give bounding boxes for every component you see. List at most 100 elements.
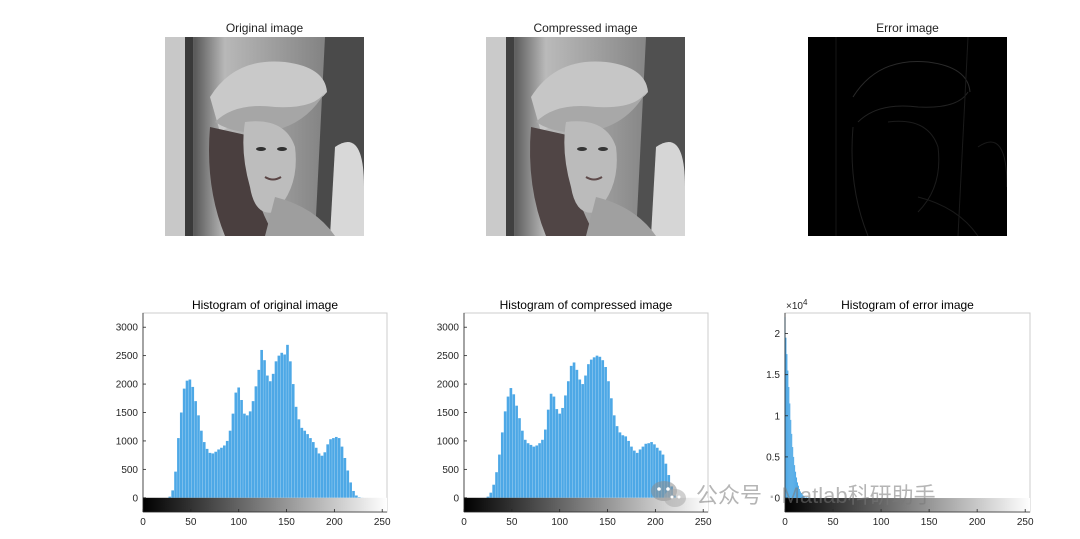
histogram-bar [205,448,209,498]
x-tick-label: 150 [278,517,295,528]
histogram-bar [618,432,622,498]
histogram-bar [268,381,272,498]
histogram-bar [653,444,656,498]
histogram-bar [546,409,550,498]
histogram-bar [254,386,258,498]
histogram-bar [182,388,186,498]
histogram-bar [337,438,341,498]
histogram-bar [601,360,605,498]
x-tick-label: 200 [647,517,664,528]
y-tick-label: 2500 [437,351,460,362]
portrait-image-compressed [486,37,685,236]
y-tick-label: 500 [121,465,138,476]
histogram-bar [243,413,246,498]
histogram-bar [529,444,533,498]
y-tick-label: 1500 [437,408,460,419]
histogram-bar [598,356,602,498]
axes-box [784,312,1031,513]
histogram-bar [306,434,309,498]
gray-colorbar [785,498,1030,512]
histogram-bar [558,413,562,498]
histogram-bar [223,445,226,498]
histogram-bar [796,477,798,499]
histogram-bar [280,352,284,498]
histogram-bar [526,443,530,498]
histogram-bar [788,387,790,499]
histogram-bar [785,337,787,499]
histogram-bar [277,355,281,498]
histogram-chart-1: 0 500 1000 1500 2000 2500 3000 0 50 100 150 200 250 H… [437,298,712,528]
histogram-bar [630,446,633,498]
histogram-bar [607,381,610,498]
y-exponent-power: 4 [803,298,808,307]
histogram-bar [572,362,576,498]
histogram-bar [317,453,321,498]
histogram-bar [323,452,327,498]
histogram-bar [197,415,200,498]
histogram-bar [289,361,292,498]
histogram-bar [638,449,642,498]
histogram-bar [309,438,312,498]
histogram-bar [489,492,493,498]
histogram-bar [787,370,789,499]
error-image [808,37,1007,236]
histogram-bar [303,430,307,498]
histogram-bar [795,471,797,499]
histogram-bar [578,379,582,498]
histogram-bar [552,396,556,498]
histogram-bar [664,463,668,498]
histogram-bar [332,438,335,498]
histogram-bar [791,433,793,499]
x-tick-label: 250 [374,517,391,528]
histogram-bar [655,447,659,498]
histogram-bar [624,436,628,498]
x-tick-label: 200 [326,517,343,528]
histogram-bar [225,440,229,498]
x-tick-label: 250 [695,517,712,528]
histogram-bar [802,495,804,499]
histogram-bar [340,446,344,498]
histogram-bar [349,482,352,498]
compressed-image [486,37,685,236]
histogram-bar [515,405,518,498]
histogram-bar [245,415,249,498]
x-tick-label: 0 [140,517,146,528]
y-tick-label: 2500 [116,351,139,362]
watermark-text: 公众号 · Matlab科研助手 [696,483,936,508]
x-tick-label: 50 [827,517,839,528]
histogram-bar [549,393,553,498]
histogram-bar [185,380,189,498]
histogram-bar [535,445,539,498]
x-tick-label: 0 [461,517,467,528]
histogram-bar [257,369,261,498]
x-tick-label: 150 [921,517,938,528]
histogram-bar [633,450,636,498]
histogram-bar [621,435,625,498]
histogram-bar [805,497,807,499]
y-tick-label: 1500 [116,408,139,419]
histogram-bar [191,386,195,498]
histogram-bar [575,369,579,498]
y-tick-label: 0 [774,494,780,505]
histogram-bar [564,395,567,498]
histogram-bar [329,439,332,498]
histogram-bar [334,436,338,498]
watermark: 公众号 · Matlab科研助手 [650,478,936,510]
y-tick-label: 2000 [116,380,139,391]
error-image-title: Error image [876,21,939,35]
histogram-bar [179,412,183,498]
histogram-bar [266,375,269,498]
chart-title: Histogram of error image [841,298,974,312]
histogram-bar [352,490,355,498]
histogram-bar [506,396,510,498]
histogram-bar [566,381,570,498]
histogram-bar [793,456,795,499]
histogram-bar [357,497,361,498]
histogram-bar [228,430,232,498]
y-tick-label: 1000 [437,436,460,447]
histogram-bar [798,488,800,499]
histogram-bar [234,392,238,498]
histogram-bar [312,442,315,498]
y-tick-label: 3000 [437,323,460,334]
